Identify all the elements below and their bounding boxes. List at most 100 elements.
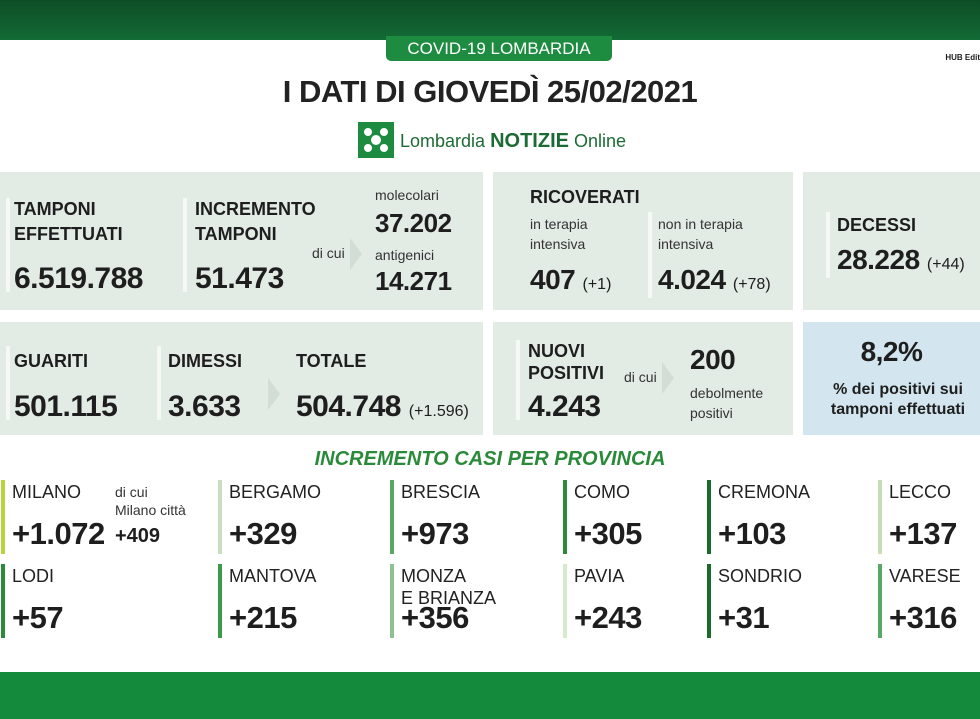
value: 4.024 (+78) [658, 266, 771, 294]
label: non in terapia [658, 216, 743, 232]
province-value: +215 [229, 600, 297, 635]
province-value: +103 [718, 516, 786, 551]
logo-name: NOTIZIE [490, 130, 569, 152]
label: DECESSI [837, 215, 917, 235]
province-value: +137 [889, 516, 957, 551]
label: POSITIVI [528, 363, 605, 383]
value: 3.633 [168, 390, 241, 423]
province-name: BERGAMO [229, 482, 322, 502]
section-title: INCREMENTO CASI PER PROVINCIA [314, 448, 666, 470]
value: 504.748 (+1.596) [296, 392, 469, 422]
note: di cui [312, 245, 345, 261]
bottom-band [0, 672, 980, 719]
province-note: Milano città [115, 502, 186, 518]
change: (+1) [582, 276, 612, 293]
province-bar [878, 480, 882, 554]
province-value: +316 [889, 600, 957, 635]
province-value: +1.072 [12, 516, 105, 551]
province-bar [1, 564, 5, 638]
logo-suffix: Online [573, 131, 627, 151]
province-bar [707, 480, 711, 554]
label: tamponi effettuati [830, 401, 966, 418]
province-name: LODI [12, 566, 55, 586]
label: antigenici [375, 247, 435, 263]
title: I DATI DI GIOVEDÌ 25/02/2021 [282, 74, 698, 109]
province-name: SONDRIO [718, 566, 803, 586]
label: in terapia [530, 216, 588, 232]
value: 407 (+1) [530, 266, 611, 294]
label: debolmente [690, 385, 764, 401]
province-note: di cui [115, 484, 148, 500]
province-name: MANTOVA [229, 566, 317, 586]
divider [826, 212, 830, 278]
province-bar [878, 564, 882, 638]
deaths-panel [803, 172, 980, 310]
value: 4.024 [658, 264, 726, 295]
value: 200 [690, 344, 736, 375]
province-bar [563, 564, 567, 638]
value: 8,2% [860, 336, 923, 367]
province-value: +243 [574, 600, 642, 635]
value: 14.271 [375, 266, 452, 296]
label: DIMESSI [168, 351, 243, 371]
province-bar [563, 480, 567, 554]
province-bar [390, 564, 394, 638]
label: TAMPONI [14, 199, 96, 219]
value: 28.228 (+44) [837, 246, 965, 274]
editor: HUB Edit [945, 53, 980, 62]
province-name: MONZA [401, 566, 466, 586]
province-name: BRESCIA [401, 482, 481, 502]
section-title: RICOVERATI [530, 187, 640, 207]
label: % dei positivi sui [833, 381, 963, 398]
logo-icon [358, 122, 394, 158]
rate-panel [803, 322, 980, 435]
change: (+78) [732, 276, 771, 293]
value: 6.519.788 [14, 262, 143, 295]
label: INCREMENTO [195, 199, 316, 219]
recovered-panel [0, 322, 483, 435]
divider [516, 340, 520, 420]
province-value: +31 [718, 600, 770, 635]
value: 28.228 [837, 244, 920, 275]
province-name: CREMONA [718, 482, 811, 502]
divider [648, 212, 652, 298]
change: (+1.596) [408, 403, 469, 420]
value: 51.473 [195, 262, 284, 295]
province-value: +356 [401, 600, 469, 635]
province-bar [1, 480, 5, 554]
divider [6, 346, 10, 420]
arrow [350, 238, 362, 270]
tests-panel [0, 172, 483, 310]
value: 501.115 [14, 390, 118, 423]
label: GUARITI [14, 351, 88, 371]
logo-text: Lombardia NOTIZIE Online [400, 131, 626, 151]
logo-brand: Lombardia [400, 131, 486, 151]
province-name: E BRIANZA [401, 588, 497, 608]
label: EFFETTUATI [14, 224, 123, 244]
divider [157, 346, 161, 420]
label: intensiva [658, 236, 714, 252]
logo-mark [364, 128, 388, 152]
province-name: VARESE [889, 566, 961, 586]
province-value: +973 [401, 516, 469, 551]
province-bar [218, 564, 222, 638]
value: 504.748 [296, 390, 401, 423]
province-name: LECCO [889, 482, 952, 502]
positives-panel [493, 322, 793, 435]
province-name: PAVIA [574, 566, 625, 586]
province-value: +329 [229, 516, 297, 551]
province-name: MILANO [12, 482, 82, 502]
divider [183, 198, 187, 292]
value: 4.243 [528, 390, 601, 423]
top-band [0, 0, 980, 40]
badge: COVID-19 LOMBARDIA [386, 36, 612, 61]
value: 407 [530, 264, 576, 295]
note: di cui [624, 369, 657, 385]
province-value: +305 [574, 516, 642, 551]
hospital-panel [493, 172, 793, 310]
province-value: +57 [12, 600, 64, 635]
province-bar [707, 564, 711, 638]
label: positivi [690, 405, 733, 421]
